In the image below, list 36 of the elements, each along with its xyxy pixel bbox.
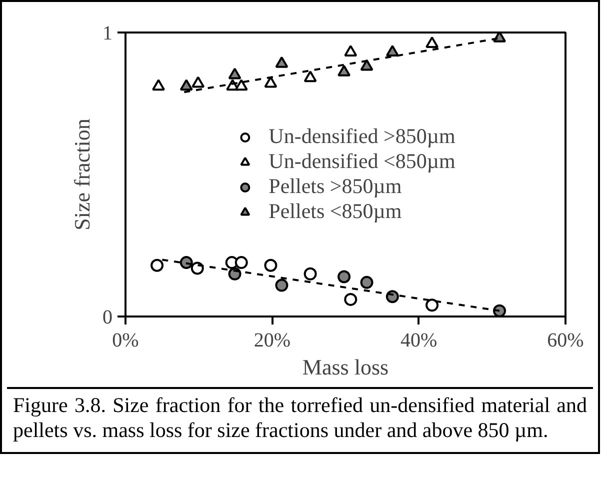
- point: [264, 76, 278, 88]
- legend-label: Un-densified >850µm: [268, 124, 456, 149]
- point: [426, 36, 439, 48]
- point: [338, 64, 351, 76]
- point: [360, 276, 374, 289]
- point: [426, 298, 439, 312]
- point: [192, 76, 205, 88]
- x-tick-label: 60%: [547, 330, 584, 352]
- point: [304, 267, 317, 280]
- point: [152, 79, 165, 91]
- point: [386, 45, 399, 57]
- point: [344, 45, 358, 57]
- point: [360, 59, 374, 71]
- x-tick-label: 20%: [254, 330, 291, 352]
- point: [275, 278, 288, 292]
- x-tick-label: 0%: [112, 330, 139, 352]
- y-tick-label: 1: [102, 22, 112, 44]
- legend-label: Un-densified <850µm: [268, 149, 456, 174]
- x-axis-title: Mass loss: [302, 354, 389, 380]
- y-axis-title: Size fraction: [70, 118, 94, 230]
- x-tick-label: 40%: [400, 330, 438, 352]
- point: [150, 258, 164, 272]
- point: [304, 70, 317, 82]
- point: [228, 68, 242, 80]
- caption: Figure 3.8. Size fraction for the torrefied un-densified material and pellets vs. mass loss for size fractions under and above 850 µm.: [13, 393, 587, 444]
- point: [344, 292, 358, 306]
- point: [234, 256, 248, 270]
- point: [264, 258, 278, 272]
- point: [493, 32, 506, 42]
- legend-label: Pellets >850µm: [268, 174, 402, 199]
- point: [275, 56, 288, 68]
- legend-label: Pellets <850µm: [268, 199, 402, 224]
- point: [338, 270, 351, 284]
- point: [180, 79, 193, 91]
- y-tick-label: 0: [102, 306, 112, 328]
- point: [234, 79, 248, 91]
